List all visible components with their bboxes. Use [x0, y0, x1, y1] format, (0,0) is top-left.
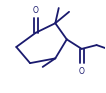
Text: O: O [33, 6, 39, 15]
Text: O: O [79, 67, 85, 76]
